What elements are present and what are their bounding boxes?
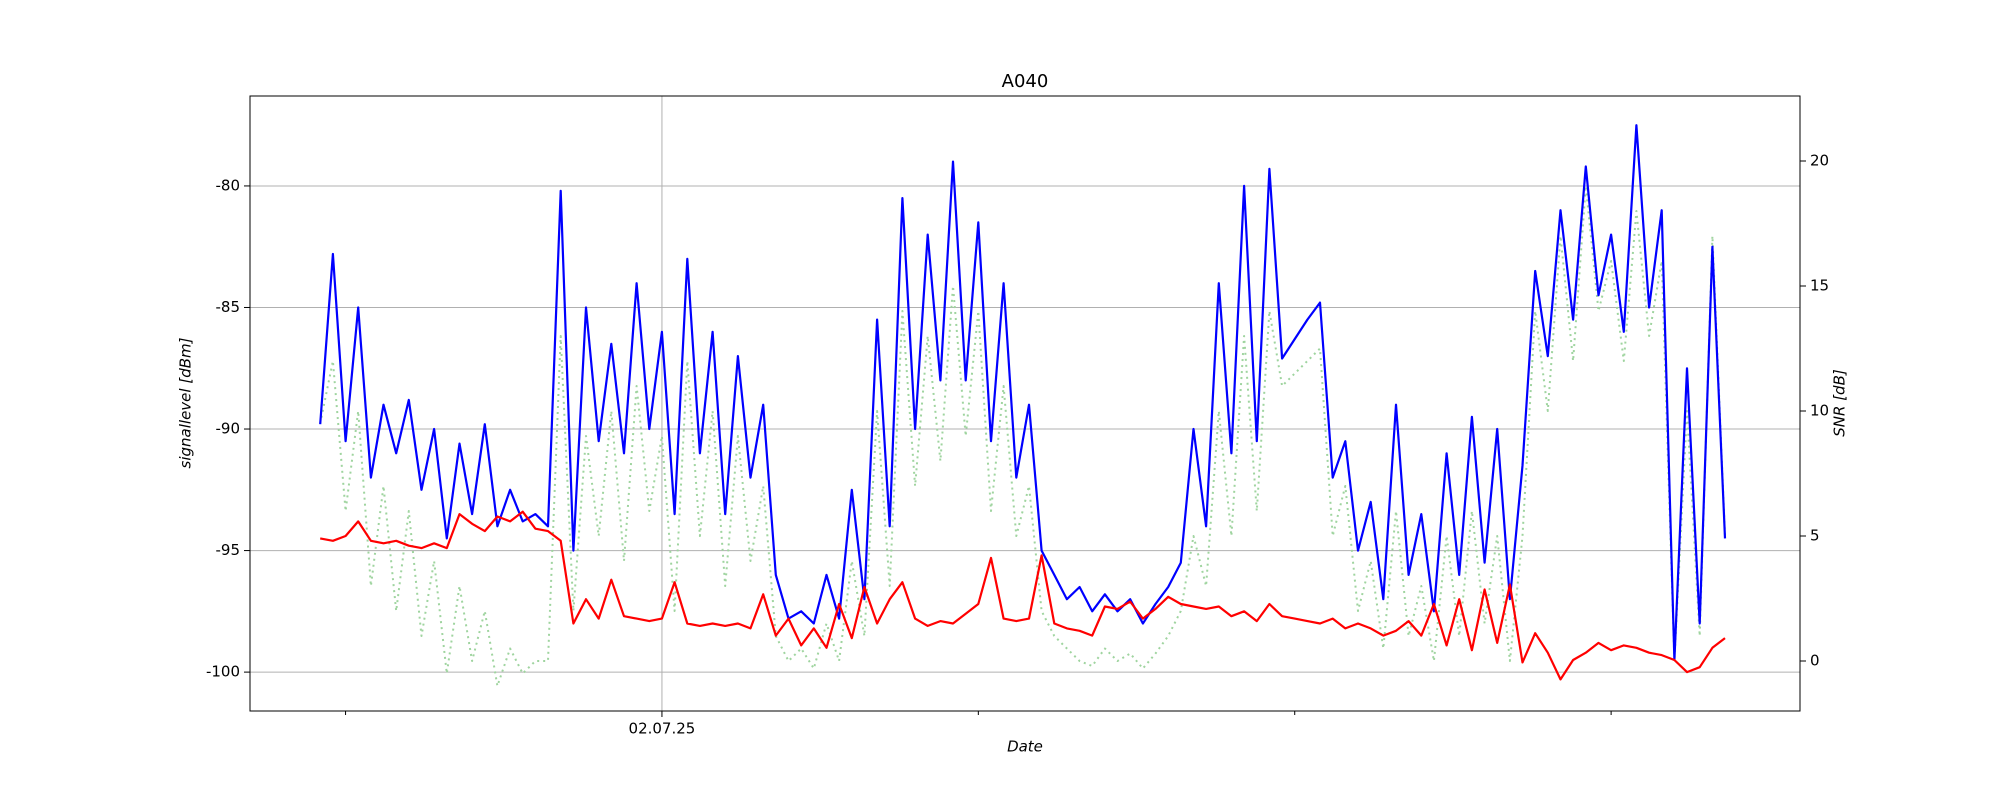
y2-tick-label: 0 [1810,652,1820,670]
series-line [319,124,1727,662]
y2-tick-label: 5 [1810,527,1820,545]
y-tick-label: -90 [216,420,241,438]
y-tick-label: -95 [216,541,241,559]
series-line [319,510,1726,681]
y-tick-label: -100 [206,663,240,681]
y2-axis-label: SNR [dB] [1831,369,1849,437]
x-tick-label: 02.07.25 [629,720,696,738]
x-axis-label: Date [1007,738,1043,756]
y2-tick-label: 20 [1810,152,1829,170]
y2-tick-label: 15 [1810,277,1829,295]
y-tick-label: -80 [216,176,241,194]
y-tick-label: -85 [216,298,241,316]
y-axis-label: signallevel [dBm] [177,337,195,468]
chart-title: A040 [1002,71,1049,92]
plot-frame [249,95,1801,712]
y2-tick-label: 10 [1810,402,1829,420]
